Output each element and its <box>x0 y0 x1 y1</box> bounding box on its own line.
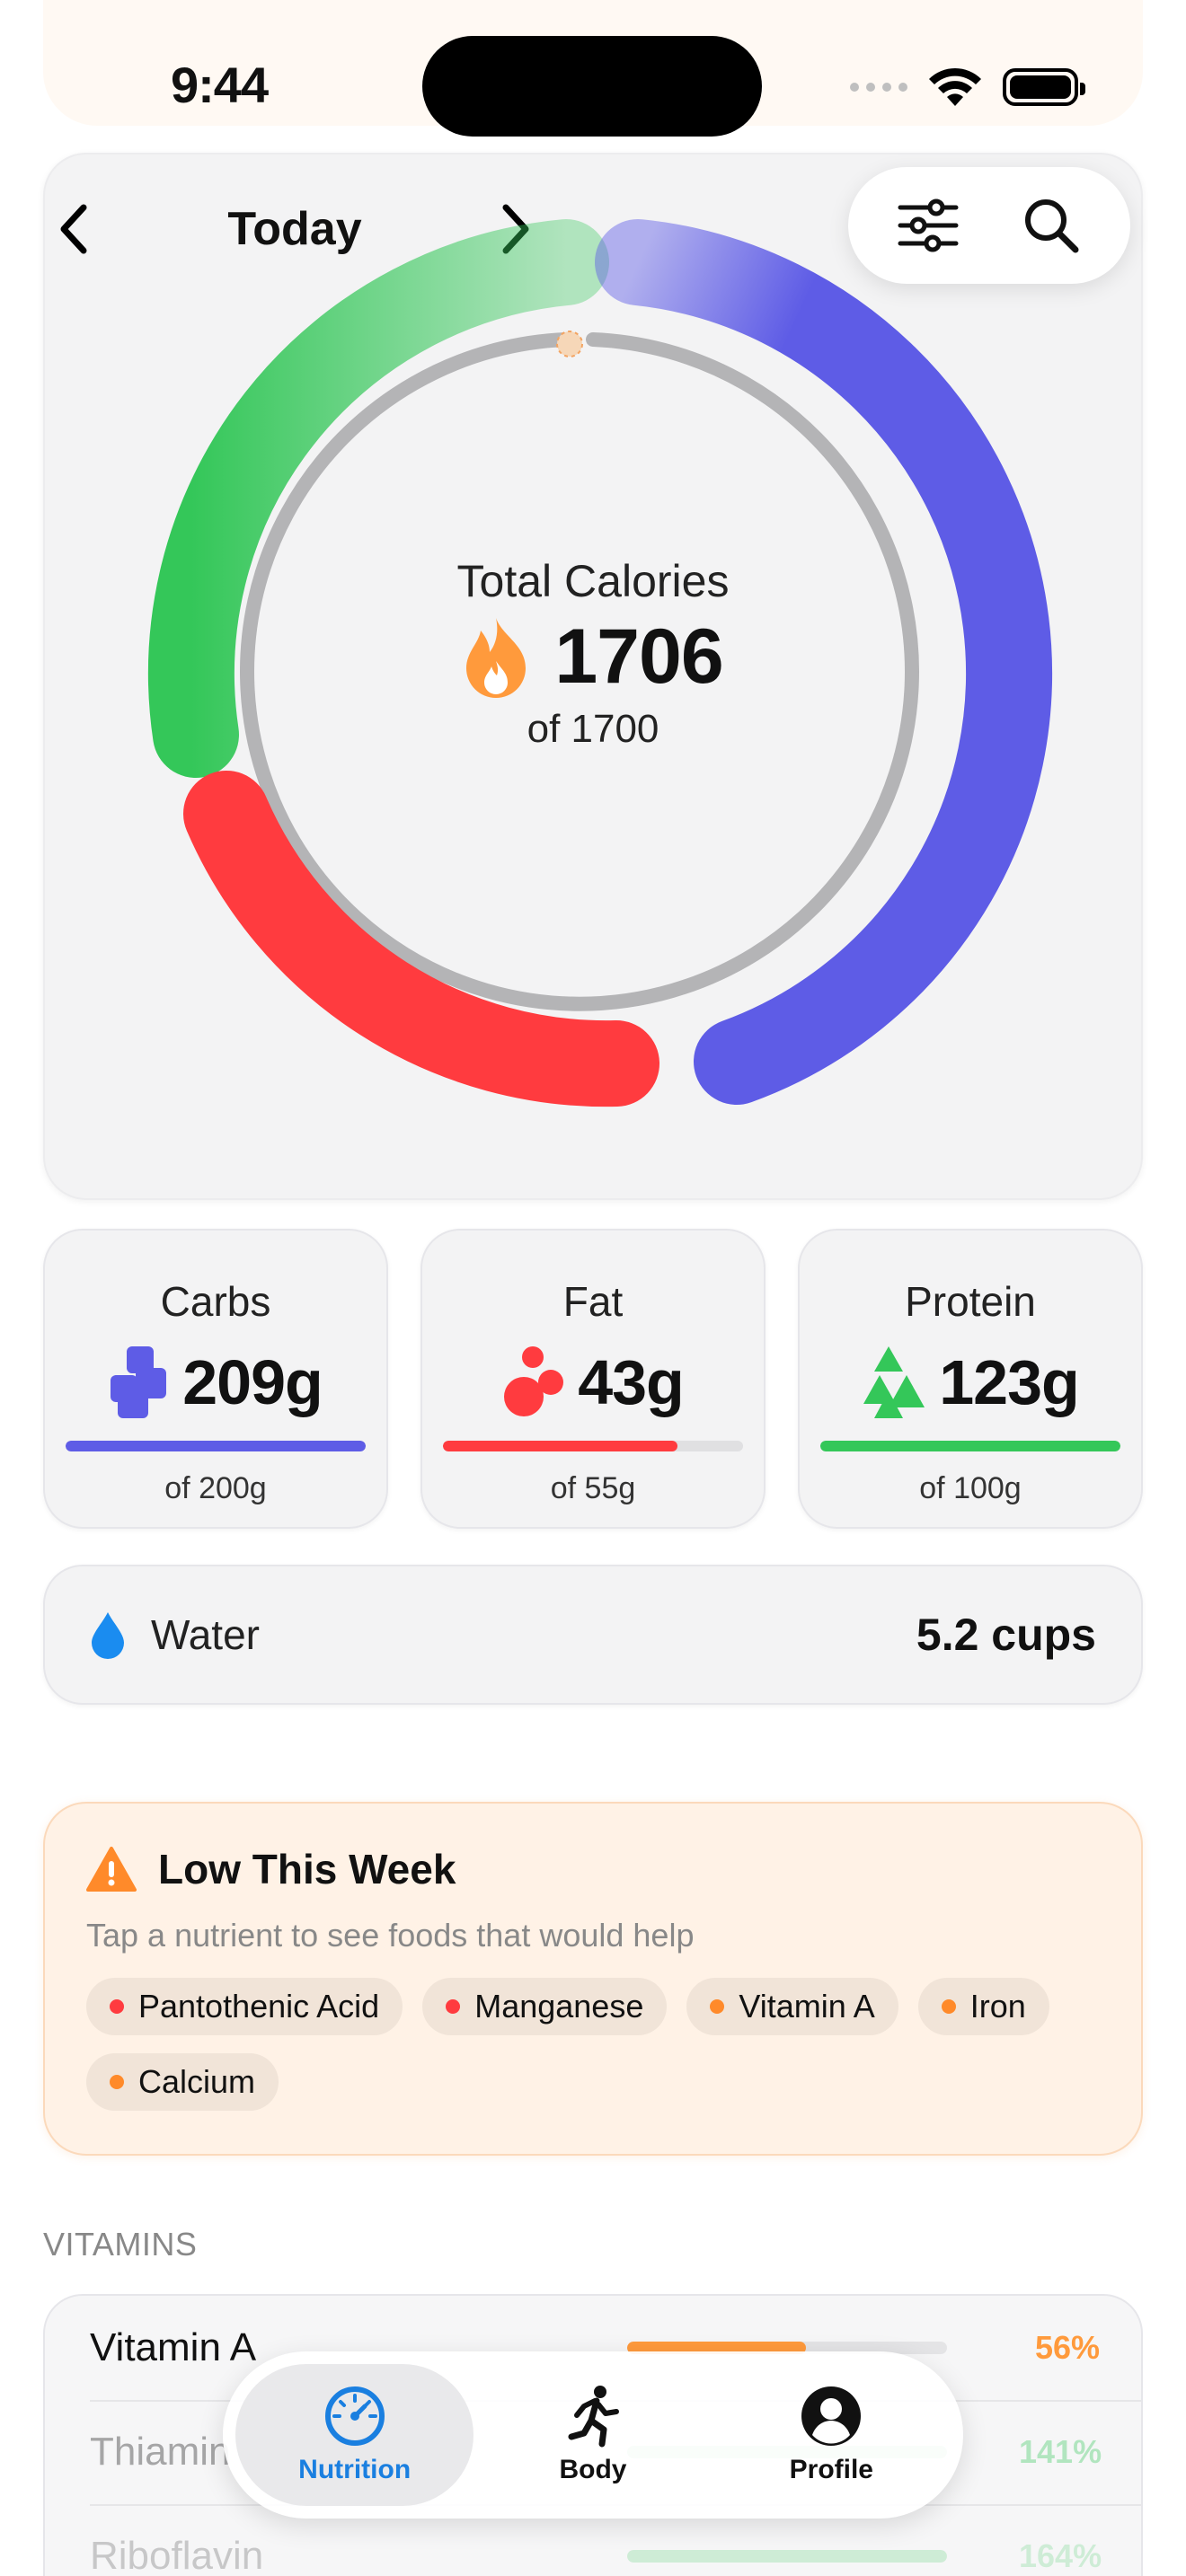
severity-dot <box>941 1999 956 2014</box>
water-drop-icon <box>92 1612 124 1659</box>
macro-name: Carbs <box>160 1278 271 1325</box>
macro-name: Fat <box>562 1278 624 1325</box>
nutrient-chip[interactable]: Iron <box>917 1978 1049 2035</box>
nutrient-chip-label: Calcium <box>138 2063 256 2100</box>
macro-card-protein[interactable]: Protein 123g of 100g <box>798 1229 1143 1529</box>
tab-nutrition[interactable]: Nutrition <box>235 2364 474 2506</box>
macro-progress-bar <box>66 1441 366 1451</box>
search-icon <box>1024 199 1078 253</box>
ring-segment-protein <box>595 219 1053 1105</box>
chevron-left-icon <box>60 204 87 254</box>
vitamin-progress-fill <box>627 2342 807 2354</box>
water-label: Water <box>151 1611 260 1658</box>
calorie-goal: of 1700 <box>527 707 659 751</box>
low-this-week-card: Low This Week Tap a nutrient to see food… <box>43 1802 1143 2156</box>
vitamin-row[interactable]: Vitamin A 56% <box>45 2296 1141 2400</box>
severity-dot <box>110 1999 124 2014</box>
macro-goal: of 100g <box>919 1471 1022 1505</box>
tab-label: Body <box>559 2455 627 2484</box>
vitamin-percent: 56% <box>1034 2329 1100 2366</box>
sliders-icon <box>898 198 958 252</box>
vitamin-progress-bar <box>627 2550 947 2563</box>
nutrient-chip-label: Pantothenic Acid <box>138 1988 380 2025</box>
vitamin-progress-bar <box>627 2342 947 2354</box>
water-card[interactable]: Water 5.2 cups <box>43 1565 1143 1705</box>
droplets-icon <box>504 1346 564 1416</box>
cellular-signal-icon <box>850 83 907 92</box>
macro-goal: of 200g <box>164 1471 267 1505</box>
tab-label: Profile <box>789 2455 873 2484</box>
date-navigator: Today <box>43 180 546 278</box>
macro-goal: of 55g <box>550 1471 636 1505</box>
macro-progress-fill <box>443 1441 677 1451</box>
ring-track <box>240 332 919 1011</box>
tab-profile[interactable]: Profile <box>712 2364 951 2506</box>
nutrient-chip-label: Iron <box>969 1988 1026 2025</box>
ring-segment-fat <box>183 771 659 1107</box>
filter-button[interactable] <box>879 176 978 275</box>
tab-bar: Nutrition Body Profile <box>223 2351 963 2519</box>
vitamin-row[interactable]: Riboflavin 164% <box>45 2504 1141 2576</box>
macro-progress-fill <box>66 1441 366 1451</box>
status-icons <box>850 66 1085 108</box>
vitamin-name: Thiamin <box>90 2430 231 2474</box>
calorie-value: 1706 <box>554 613 723 700</box>
nutrient-chips: Pantothenic Acid Manganese Vitamin A Iro… <box>86 1978 1102 2111</box>
macro-progress-bar <box>820 1441 1120 1451</box>
date-title[interactable]: Today <box>227 203 362 255</box>
vitamin-name: Vitamin A <box>90 2325 257 2369</box>
calorie-ring-chart <box>147 219 1053 1107</box>
wifi-icon <box>929 67 981 106</box>
macro-card-carbs[interactable]: Carbs 209g of 200g <box>43 1229 388 1529</box>
macro-card-fat[interactable]: Fat 43g of 55g <box>420 1229 766 1529</box>
nutrient-chip[interactable]: Vitamin A <box>686 1978 898 2035</box>
severity-dot <box>446 1999 461 2014</box>
tab-label: Nutrition <box>298 2455 412 2484</box>
macro-value: 43g <box>578 1347 685 1417</box>
vitamin-percent: 141% <box>1019 2433 1102 2470</box>
search-button[interactable] <box>1002 176 1101 275</box>
nutrient-chip[interactable]: Manganese <box>422 1978 668 2035</box>
macro-value: 209g <box>182 1347 323 1417</box>
ring-top-marker <box>556 331 583 357</box>
previous-day-button[interactable] <box>43 189 106 269</box>
battery-icon <box>1003 68 1085 106</box>
macro-progress-fill <box>820 1441 1120 1451</box>
tab-body[interactable]: Body <box>474 2364 712 2506</box>
macro-name: Protein <box>905 1278 1036 1325</box>
calorie-summary: Total Calories 1706 of 1700 <box>323 555 863 752</box>
vitamin-percent: 164% <box>1019 2537 1102 2574</box>
warning-icon <box>86 1847 137 1892</box>
status-time: 9:44 <box>171 57 269 113</box>
low-this-week-subtitle: Tap a nutrient to see foods that would h… <box>86 1917 695 1954</box>
calorie-label: Total Calories <box>456 556 730 606</box>
running-figure-icon <box>568 2386 619 2448</box>
triangles-icon <box>863 1346 925 1418</box>
nutrient-chip[interactable]: Calcium <box>86 2053 279 2111</box>
cubes-icon <box>111 1346 167 1418</box>
toolbar-pill <box>848 167 1130 284</box>
vitamin-name: Riboflavin <box>90 2534 264 2576</box>
severity-dot <box>110 2075 124 2089</box>
ring-segment-carbs <box>147 219 609 778</box>
severity-dot <box>710 1999 725 2014</box>
water-value: 5.2 cups <box>916 1610 1096 1660</box>
flame-icon <box>466 617 527 698</box>
nutrient-chip[interactable]: Pantothenic Acid <box>86 1978 403 2035</box>
person-circle-icon <box>801 2386 862 2446</box>
nutrient-chip-label: Vitamin A <box>739 1988 875 2025</box>
dynamic-island <box>422 36 762 137</box>
vitamins-section-label: VITAMINS <box>43 2226 198 2263</box>
nutrient-chip-label: Manganese <box>474 1988 644 2025</box>
macro-progress-bar <box>443 1441 743 1451</box>
vitamin-progress-fill <box>627 2550 947 2563</box>
macro-value: 123g <box>939 1347 1080 1417</box>
low-this-week-title: Low This Week <box>158 1846 456 1892</box>
gauge-icon <box>324 2386 385 2446</box>
